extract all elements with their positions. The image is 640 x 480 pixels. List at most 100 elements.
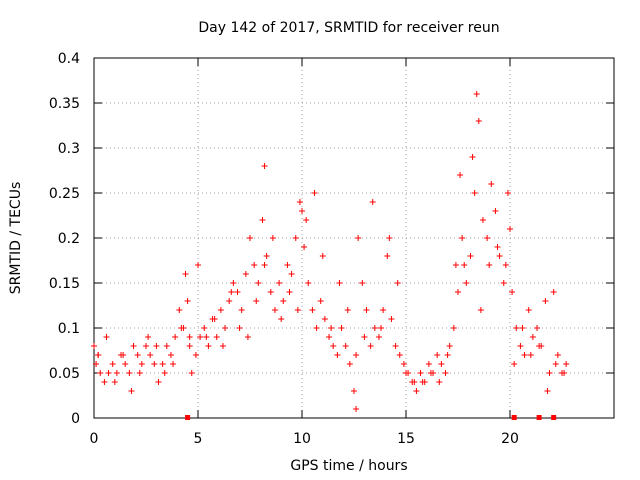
- data-point: [294, 307, 301, 313]
- data-point: [471, 190, 478, 196]
- data-point: [394, 280, 401, 286]
- data-point: [452, 262, 459, 268]
- data-point: [219, 343, 226, 349]
- data-point: [91, 343, 97, 349]
- data-point: [159, 361, 166, 367]
- data-point: [170, 361, 177, 367]
- zero-value-marker: [536, 415, 542, 420]
- data-point: [486, 262, 493, 268]
- data-point: [413, 388, 420, 394]
- data-point: [338, 325, 345, 331]
- data-point: [411, 379, 418, 385]
- data-point: [554, 352, 561, 358]
- data-point: [253, 298, 260, 304]
- data-point: [184, 298, 191, 304]
- x-tick-label: 20: [501, 431, 519, 447]
- data-point: [438, 361, 445, 367]
- data-point: [153, 343, 160, 349]
- data-point: [319, 253, 326, 259]
- data-point: [353, 406, 360, 412]
- grid-lines: [94, 58, 614, 418]
- data-point: [186, 343, 193, 349]
- data-point: [427, 370, 434, 376]
- data-point: [222, 325, 229, 331]
- data-point: [271, 307, 278, 313]
- data-point: [450, 325, 457, 331]
- data-point: [130, 343, 137, 349]
- data-point: [380, 307, 387, 313]
- data-point: [203, 334, 210, 340]
- y-axis-label: SRMTID / TECUs: [8, 182, 24, 295]
- data-point: [95, 352, 102, 358]
- data-point: [375, 334, 382, 340]
- data-point: [251, 262, 258, 268]
- data-point: [247, 235, 253, 241]
- data-point: [167, 352, 174, 358]
- data-point: [261, 163, 268, 169]
- data-point: [467, 253, 474, 259]
- data-point: [126, 370, 133, 376]
- data-point: [178, 325, 185, 331]
- zero-value-marker: [551, 415, 557, 420]
- data-point: [477, 307, 484, 313]
- data-point: [446, 343, 453, 349]
- data-point: [513, 325, 520, 331]
- data-point: [388, 316, 395, 322]
- data-point: [550, 289, 557, 295]
- data-point: [238, 307, 245, 313]
- data-point: [161, 370, 168, 376]
- data-point: [301, 244, 308, 250]
- data-points: [91, 91, 570, 420]
- data-point: [521, 352, 528, 358]
- data-point: [544, 388, 551, 394]
- y-tick-label: 0.2: [58, 231, 80, 247]
- data-point: [463, 280, 470, 286]
- data-point: [217, 307, 224, 313]
- data-point: [461, 262, 468, 268]
- data-point: [321, 316, 328, 322]
- x-tick-label: 0: [90, 431, 99, 447]
- data-point: [353, 352, 360, 358]
- data-point: [330, 343, 337, 349]
- data-point: [155, 379, 162, 385]
- data-point: [507, 226, 513, 232]
- data-point: [182, 271, 189, 277]
- data-point: [230, 280, 237, 286]
- data-point: [128, 388, 135, 394]
- data-point: [527, 352, 534, 358]
- data-point: [313, 325, 320, 331]
- data-point: [336, 280, 343, 286]
- y-tick-label: 0.3: [58, 141, 80, 157]
- data-point: [326, 334, 333, 340]
- data-point: [234, 289, 241, 295]
- data-point: [371, 325, 378, 331]
- data-point: [511, 361, 518, 367]
- x-axis-label: GPS time / hours: [290, 458, 407, 474]
- data-point: [205, 343, 212, 349]
- data-point: [561, 370, 568, 376]
- axis-ticks: [93, 57, 614, 419]
- data-point: [384, 253, 391, 259]
- data-point: [278, 316, 285, 322]
- data-point: [369, 199, 376, 205]
- zero-value-marker: [185, 415, 191, 420]
- data-point: [359, 280, 366, 286]
- y-tick-label: 0.15: [49, 276, 80, 292]
- data-point: [296, 199, 303, 205]
- data-point: [138, 361, 145, 367]
- data-point: [305, 280, 312, 286]
- data-point: [457, 172, 464, 178]
- data-point: [255, 280, 262, 286]
- data-point: [145, 334, 152, 340]
- data-point: [459, 235, 466, 241]
- data-point: [120, 352, 127, 358]
- chart-title: Day 142 of 2017, SRMTID for receiver reu…: [198, 20, 499, 36]
- data-point: [386, 235, 393, 241]
- data-point: [109, 361, 116, 367]
- data-point: [500, 280, 507, 286]
- data-point: [502, 262, 509, 268]
- data-point: [469, 154, 476, 160]
- data-point: [111, 379, 118, 385]
- data-point: [292, 235, 299, 241]
